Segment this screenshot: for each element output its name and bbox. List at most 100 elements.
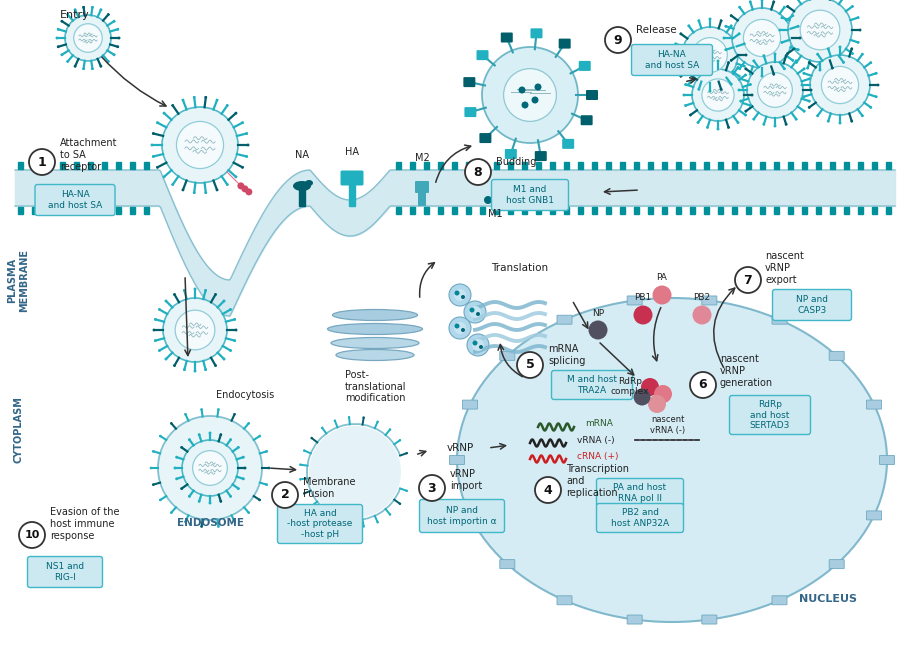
Bar [550, 162, 554, 169]
Circle shape [827, 48, 830, 50]
Circle shape [687, 24, 690, 27]
Circle shape [234, 520, 235, 523]
Circle shape [736, 66, 739, 69]
Text: HA and
-host protease
-host pH: HA and -host protease -host pH [287, 509, 353, 539]
Circle shape [716, 127, 719, 131]
Bar [690, 207, 694, 214]
Circle shape [91, 6, 94, 8]
Circle shape [303, 449, 305, 452]
Bar [74, 207, 78, 214]
FancyBboxPatch shape [341, 170, 364, 185]
Circle shape [175, 310, 215, 350]
Circle shape [158, 349, 161, 352]
Bar [87, 207, 93, 214]
Text: 8: 8 [474, 165, 483, 178]
Bar [647, 162, 653, 169]
Circle shape [389, 513, 391, 516]
Text: Entry: Entry [60, 10, 90, 20]
Bar [32, 162, 36, 169]
Circle shape [800, 10, 840, 50]
Circle shape [727, 61, 730, 64]
FancyBboxPatch shape [277, 505, 363, 543]
Text: RdRp
complex: RdRp complex [611, 377, 649, 396]
Circle shape [229, 495, 232, 498]
Circle shape [61, 54, 64, 56]
Circle shape [683, 93, 685, 97]
Bar [745, 207, 751, 214]
Circle shape [689, 114, 692, 116]
FancyBboxPatch shape [866, 511, 882, 520]
Circle shape [91, 67, 94, 70]
Circle shape [786, 5, 789, 8]
Circle shape [716, 59, 719, 63]
FancyBboxPatch shape [463, 511, 477, 520]
Text: Translation: Translation [492, 263, 548, 273]
Text: 9: 9 [614, 33, 623, 46]
Circle shape [641, 378, 659, 396]
Bar [675, 207, 681, 214]
Circle shape [783, 6, 785, 8]
Bar [522, 162, 526, 169]
Circle shape [170, 511, 173, 514]
Circle shape [198, 434, 201, 436]
Circle shape [851, 5, 854, 8]
Bar [87, 162, 93, 169]
Circle shape [163, 112, 165, 114]
Text: NP: NP [592, 308, 604, 317]
FancyBboxPatch shape [866, 400, 882, 409]
Circle shape [217, 408, 220, 411]
Circle shape [732, 8, 792, 68]
Circle shape [116, 45, 119, 48]
Circle shape [517, 352, 543, 378]
Bar [465, 207, 471, 214]
Circle shape [784, 123, 787, 125]
FancyBboxPatch shape [596, 479, 684, 507]
Circle shape [99, 65, 103, 68]
Circle shape [174, 467, 176, 470]
Circle shape [156, 121, 159, 124]
Bar [17, 207, 23, 214]
Circle shape [697, 20, 700, 22]
FancyBboxPatch shape [504, 149, 517, 159]
Circle shape [154, 318, 156, 321]
Circle shape [99, 8, 103, 11]
Circle shape [679, 74, 683, 78]
Circle shape [215, 364, 217, 367]
Text: Evasion of the
host immune
response: Evasion of the host immune response [50, 507, 119, 541]
Text: vRNP: vRNP [446, 443, 474, 453]
Circle shape [229, 349, 232, 352]
Circle shape [405, 452, 408, 454]
Bar [872, 207, 876, 214]
Circle shape [223, 300, 225, 302]
Circle shape [399, 439, 401, 441]
Circle shape [801, 84, 804, 86]
Ellipse shape [457, 298, 887, 622]
Bar [564, 207, 568, 214]
Circle shape [869, 106, 872, 109]
Bar [634, 162, 638, 169]
FancyBboxPatch shape [829, 560, 844, 569]
Circle shape [747, 62, 803, 118]
Circle shape [797, 25, 800, 27]
Circle shape [188, 438, 191, 441]
Circle shape [876, 84, 879, 86]
Circle shape [816, 53, 819, 56]
Circle shape [265, 483, 268, 486]
FancyBboxPatch shape [627, 296, 642, 305]
Bar [717, 162, 723, 169]
Circle shape [454, 323, 460, 328]
Text: 2: 2 [281, 488, 289, 502]
FancyBboxPatch shape [632, 44, 713, 76]
Text: ENDOSOME: ENDOSOME [176, 518, 244, 528]
Circle shape [156, 166, 159, 168]
Bar [115, 162, 121, 169]
Circle shape [29, 149, 55, 175]
FancyBboxPatch shape [627, 615, 642, 624]
Circle shape [205, 289, 207, 292]
Text: 4: 4 [544, 483, 553, 496]
Bar [690, 162, 694, 169]
Text: 7: 7 [744, 274, 753, 287]
Text: 10: 10 [25, 530, 40, 540]
Text: PLASMA
MEMBRANE: PLASMA MEMBRANE [7, 249, 29, 311]
Circle shape [176, 121, 224, 168]
